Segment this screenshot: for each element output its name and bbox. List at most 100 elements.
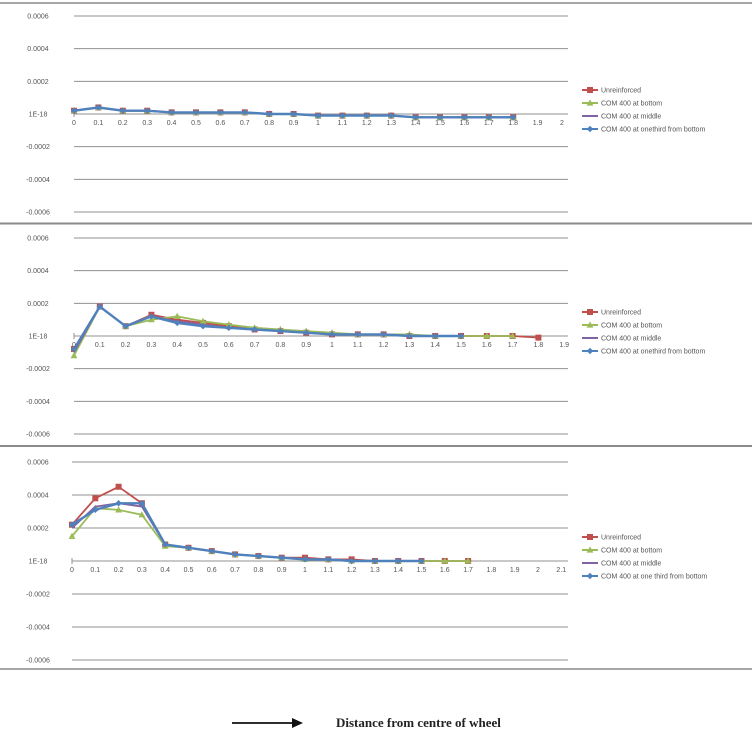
data-point: [325, 556, 332, 563]
y-tick-label: 0.0004: [27, 46, 49, 53]
panel-1-gridlines: [73, 15, 568, 213]
data-point: [277, 327, 284, 335]
data-point: [92, 495, 99, 502]
caption-arrow-icon: [232, 718, 303, 728]
y-tick-label: 0.0002: [27, 79, 49, 86]
data-point: [162, 541, 169, 548]
data-point: [303, 329, 310, 336]
data-point: [225, 320, 233, 328]
legend-label: COM 400 at one third from bottom: [601, 574, 707, 581]
data-point: [432, 332, 439, 340]
x-tick-label: 1.5: [417, 567, 427, 574]
x-tick-label: 1: [330, 342, 334, 349]
data-point: [354, 331, 361, 338]
legend-marker: [586, 572, 594, 580]
data-point: [168, 109, 175, 116]
series-third: [70, 104, 517, 121]
x-tick-label: 1.4: [411, 120, 421, 127]
panel-3: 0.0006 0.0004 0.0002 1E-18 -0.0002 -0.0004 -0.…: [6, 448, 746, 668]
data-point: [241, 109, 248, 116]
series-third: [70, 303, 465, 353]
data-point: [461, 114, 468, 121]
data-point: [138, 500, 146, 507]
x-tick-label: 0.9: [289, 120, 299, 127]
x-tick-label: 1.5: [435, 120, 445, 127]
y-tick-label: 0.0004: [27, 493, 49, 500]
legend-label: Unreinforced: [601, 310, 641, 317]
legend-item-unreinforced: Unreinforced: [582, 87, 641, 95]
legend-marker: [586, 546, 594, 553]
x-tick-label: 0.1: [94, 120, 104, 127]
legend-marker: [587, 309, 593, 315]
x-tick-label: 1.3: [386, 120, 396, 127]
data-point: [509, 332, 516, 339]
x-tick-label: 0.6: [216, 120, 226, 127]
panel-1-x-tick-labels: 0 0.1 0.2 0.3 0.4 0.5 0.6 0.7 0.8 0.9 1 1.1 1.2 1.3 1.…: [72, 120, 564, 127]
data-point: [418, 557, 425, 565]
x-tick-label: 2: [560, 120, 564, 127]
data-point: [70, 352, 78, 359]
data-point: [436, 114, 444, 121]
legend-item-unreinforced: Unreinforced: [582, 534, 641, 542]
y-tick-label: 1E-18: [29, 112, 48, 119]
legend-label: COM 400 at bottom: [601, 101, 662, 108]
x-tick-label: 0.9: [277, 567, 287, 574]
x-tick-label: 1.3: [370, 567, 380, 574]
y-tick-label: -0.0006: [26, 658, 50, 665]
x-tick-label: 0.5: [198, 342, 208, 349]
legend-label: Unreinforced: [601, 88, 641, 95]
x-tick-label: 1.4: [430, 342, 440, 349]
panel-1: 0.0006 0.0004 0.0002 1E-18 -0.0002 -0.0004 -0.…: [6, 4, 746, 222]
x-tick-label: 0.8: [254, 567, 264, 574]
legend-label: COM 400 at middle: [601, 336, 661, 343]
x-tick-label: 0.2: [118, 120, 128, 127]
legend-label: COM 400 at onethird from bottom: [601, 127, 705, 134]
legend-label: COM 400 at middle: [601, 561, 661, 568]
panel-1-y-tick-labels: 0.0006 0.0004 0.0002 1E-18 -0.0002 -0.0004 -0.…: [26, 14, 50, 217]
panel-3-legend: Unreinforced COM 400 at bottom COM 400 at …: [582, 534, 707, 581]
x-tick-label: 2: [536, 567, 540, 574]
panel-2-legend: Unreinforced COM 400 at bottom COM 400 at …: [582, 309, 705, 356]
data-point: [301, 556, 309, 563]
panel-1-series: [70, 103, 517, 121]
x-tick-label: 1.7: [484, 120, 494, 127]
panel-2-y-tick-labels: 0.0006 0.0004 0.0002 1E-18 -0.0002 -0.0004 -0.…: [26, 236, 50, 439]
data-point: [68, 532, 76, 539]
x-tick-label: 0.4: [160, 567, 170, 574]
data-point: [208, 547, 215, 555]
legend-label: COM 400 at middle: [601, 114, 661, 121]
x-tick-label: 1.1: [353, 342, 363, 349]
panel-2: 0.0006 0.0004 0.0002 1E-18 -0.0002 -0.0004 -0.…: [6, 225, 746, 443]
legend-label: COM 400 at onethird from bottom: [601, 349, 705, 356]
data-point: [278, 554, 285, 561]
y-tick-label: 0.0002: [27, 301, 49, 308]
legend-item-bottom: COM 400 at bottom: [582, 321, 662, 330]
legend-item-third: COM 400 at onethird from bottom: [582, 347, 705, 356]
data-point: [185, 544, 192, 551]
x-tick-label: 0.3: [147, 342, 157, 349]
data-point: [115, 483, 122, 490]
y-tick-label: -0.0004: [26, 177, 50, 184]
caption-text: Distance from centre of wheel: [336, 715, 501, 730]
legend-item-bottom: COM 400 at bottom: [582, 99, 662, 108]
x-tick-label: 0.6: [207, 567, 217, 574]
x-tick-label: 0.7: [240, 120, 250, 127]
panel-1-legend: Unreinforced COM 400 at bottom COM 400 at …: [582, 87, 705, 134]
data-point: [225, 324, 232, 332]
data-point: [441, 557, 449, 564]
data-point: [217, 109, 224, 116]
y-tick-label: -0.0002: [26, 366, 50, 373]
x-tick-label: 0.4: [167, 120, 177, 127]
legend-item-middle: COM 400 at middle: [582, 336, 661, 343]
data-point: [174, 319, 181, 327]
x-tick-label: 0: [72, 342, 76, 349]
y-tick-label: -0.0004: [26, 399, 50, 406]
data-point: [464, 557, 472, 564]
data-point: [231, 551, 239, 558]
legend-label: COM 400 at bottom: [601, 548, 662, 555]
x-tick-label: 1.8: [508, 120, 518, 127]
series-line-third: [72, 305, 461, 350]
legend-marker: [586, 347, 594, 355]
data-point: [290, 110, 297, 118]
